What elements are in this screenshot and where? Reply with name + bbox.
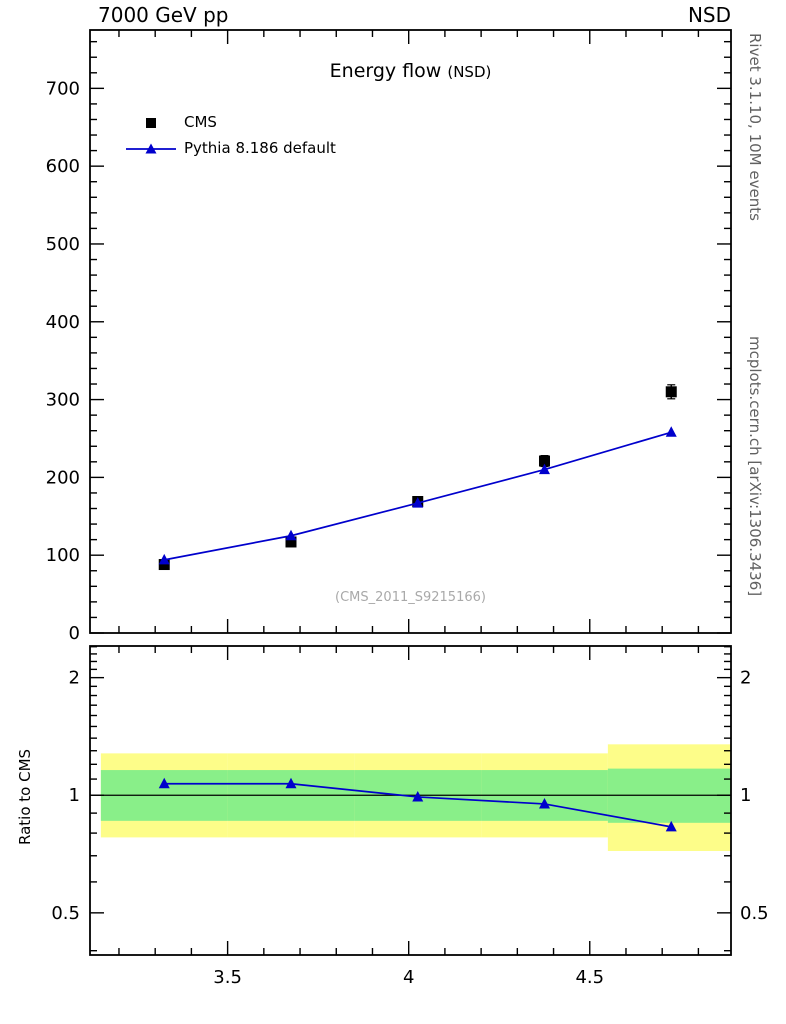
plot-title: Energy flow (NSD)	[90, 60, 731, 82]
svg-text:2: 2	[740, 668, 751, 689]
legend-label-cms: CMS	[184, 113, 217, 131]
legend-item-pythia: Pythia 8.186 default	[126, 135, 336, 161]
plot-title-suffix: (NSD)	[447, 63, 492, 81]
legend: CMS Pythia 8.186 default	[126, 109, 336, 161]
svg-text:4: 4	[403, 967, 414, 988]
svg-text:400: 400	[46, 312, 80, 333]
ratio-panel-group: 0.5 0.5 1 1 2 2 3.5 4 4.5	[51, 645, 769, 988]
event-class-label: NSD	[687, 3, 731, 27]
beam-energy-label: 7000 GeV pp	[98, 3, 229, 27]
ratio-axis-label: Ratio to CMS	[16, 748, 34, 845]
svg-text:0: 0	[69, 623, 80, 644]
main-panel-group: 0 100 200 300 400 500 600 700	[46, 29, 732, 644]
pythia-line-triangle-marker-icon	[126, 141, 176, 155]
svg-text:1: 1	[740, 785, 751, 806]
mcplots-attribution-label: mcplots.cern.ch [arXiv:1306.3436]	[746, 336, 764, 597]
svg-text:2: 2	[69, 668, 80, 689]
svg-text:3.5: 3.5	[213, 967, 242, 988]
svg-text:1: 1	[69, 785, 80, 806]
legend-item-cms: CMS	[126, 109, 336, 135]
rivet-version-label: Rivet 3.1.10, 10M events	[746, 33, 764, 221]
cms-square-marker-icon	[126, 115, 176, 129]
svg-text:500: 500	[46, 234, 80, 255]
svg-text:700: 700	[46, 78, 80, 99]
svg-text:0.5: 0.5	[51, 903, 80, 924]
plot-title-main: Energy flow	[329, 60, 442, 82]
svg-text:300: 300	[46, 390, 80, 411]
svg-text:600: 600	[46, 156, 80, 177]
svg-text:100: 100	[46, 545, 80, 566]
svg-text:200: 200	[46, 467, 80, 488]
svg-text:0.5: 0.5	[740, 903, 769, 924]
legend-label-pythia: Pythia 8.186 default	[184, 139, 336, 157]
svg-text:4.5: 4.5	[575, 967, 604, 988]
analysis-id-watermark: (CMS_2011_S9215166)	[335, 590, 486, 605]
